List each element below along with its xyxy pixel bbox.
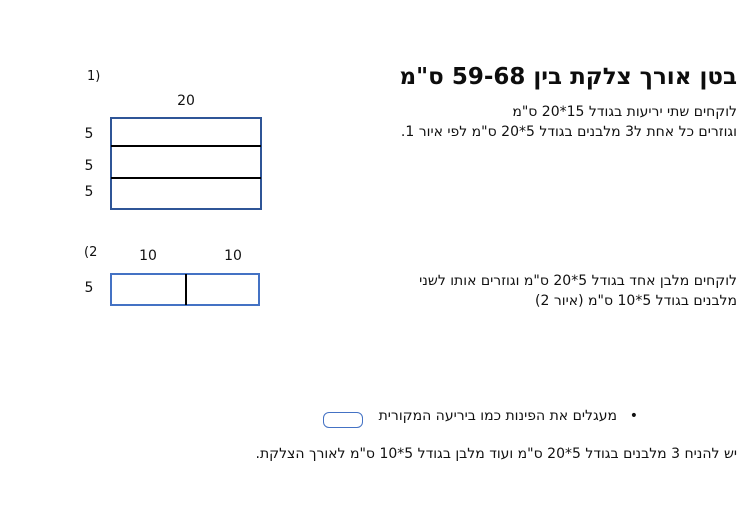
figure2-cut-line: [185, 274, 187, 305]
page-title: בטן אורך צלקת בין 59-68 ס"מ: [399, 64, 737, 90]
figure1-row3-dimension: 5: [84, 184, 94, 200]
figure2-label: (2: [84, 245, 98, 260]
step2-line2: מלבנים בגודל 5*10 ס"מ (איור 2): [535, 293, 737, 309]
figure1-label: 1): [87, 69, 101, 84]
figure2-col2-dimension: 10: [224, 248, 242, 264]
figure1-width-dimension: 20: [177, 93, 195, 109]
figure2-rectangle: [110, 273, 260, 306]
figure1-cut-line-2: [111, 177, 261, 179]
rounded-corners-rectangle-shape: [323, 412, 363, 428]
figure1-cut-line-1: [111, 145, 261, 147]
figure1-row2-dimension: 5: [84, 158, 94, 174]
figure2-col1-dimension: 10: [139, 248, 157, 264]
figure2-row-dimension: 5: [84, 280, 94, 296]
step1-line1: לוקחים שתי יריעות בגודל 15*20 ס"מ: [512, 104, 737, 120]
step1-paragraph: לוקחים שתי יריעות בגודל 15*20 ס"מ וגוזרי…: [401, 102, 737, 142]
figure1-rectangle: [110, 117, 262, 210]
bullet-item-text: מעגלים את הפינות כמו ביריעה המקורית: [378, 408, 617, 424]
figure1-row1-dimension: 5: [84, 126, 94, 142]
step2-line1: לוקחים מלבן אחד בגודל 5*20 ס"מ וגוזרים א…: [419, 273, 737, 289]
bullet-icon: •: [629, 408, 638, 424]
step2-paragraph: לוקחים מלבן אחד בגודל 5*20 ס"מ וגוזרים א…: [419, 271, 737, 311]
step1-line2: וגוזרים כל אחת ל3 מלבנים בגודל 5*20 ס"מ …: [400, 124, 737, 140]
footer-instruction: יש להניח 3 מלבנים בגודל 5*20 ס"מ ועוד מל…: [255, 446, 738, 462]
